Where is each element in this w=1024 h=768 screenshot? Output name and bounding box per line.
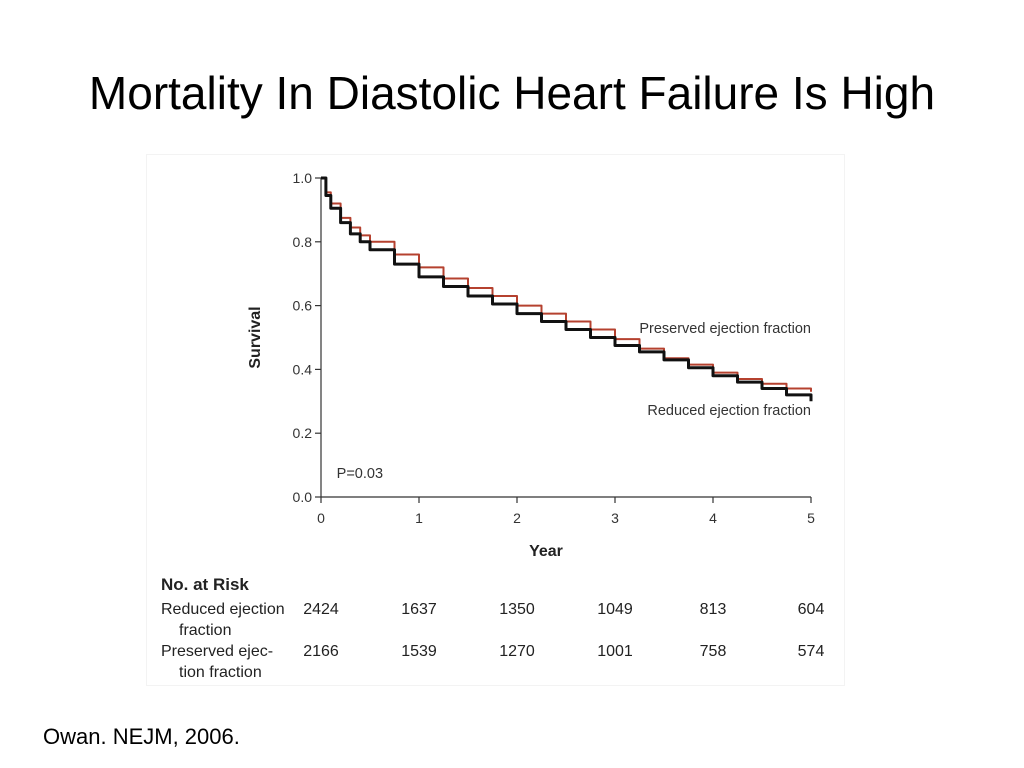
risk-row-label-line2: fraction <box>179 622 232 639</box>
x-tick-label: 4 <box>709 510 717 526</box>
risk-row-reduced: Reduced ejection fraction 2424 1637 1350… <box>161 599 841 639</box>
risk-value: 2424 <box>303 601 339 618</box>
chart-labels: Year Survival Preserved ejection fraction R… <box>247 306 811 560</box>
x-tick-label: 2 <box>513 510 521 526</box>
risk-row-label-line1: Reduced ejection <box>161 601 285 618</box>
y-tick-label: 0.4 <box>293 361 313 377</box>
risk-row-label-line1: Preserved ejec- <box>161 643 274 660</box>
y-tick-label: 0.6 <box>293 298 313 314</box>
x-tick-label: 5 <box>807 510 815 526</box>
y-tick-label: 0.8 <box>293 234 313 250</box>
risk-value: 2166 <box>303 643 339 660</box>
risk-value: 574 <box>797 643 825 660</box>
risk-row-label: Reduced ejection fraction <box>161 599 299 641</box>
chart-series <box>321 176 813 402</box>
x-tick-label: 3 <box>611 510 619 526</box>
risk-row-preserved: Preserved ejec- tion fraction 2166 1539 … <box>161 641 841 681</box>
y-tick-label: 1.0 <box>293 170 313 186</box>
risk-value: 1049 <box>597 601 633 618</box>
x-tick-label: 0 <box>317 510 325 526</box>
x-axis-title: Year <box>529 543 563 560</box>
series-line-preserved <box>321 177 812 392</box>
risk-row-label: Preserved ejec- tion fraction <box>161 641 299 683</box>
y-tick-label: 0.2 <box>293 425 313 441</box>
series-line-reduced <box>321 176 813 402</box>
risk-value: 1637 <box>401 601 437 618</box>
series-label-preserved: Preserved ejection fraction <box>639 321 811 337</box>
p-value-annotation: P=0.03 <box>337 466 383 482</box>
y-tick-label: 0.0 <box>293 489 313 505</box>
series-label-reduced: Reduced ejection fraction <box>647 403 811 419</box>
x-tick-label: 1 <box>415 510 423 526</box>
chart-axes: 0.0 0.2 0.4 0.6 0.8 1.0 0 1 2 3 4 5 <box>293 170 816 526</box>
slide-title: Mortality In Diastolic Heart Failure Is … <box>88 67 936 119</box>
risk-value: 1270 <box>499 643 535 660</box>
survival-chart: 0.0 0.2 0.4 0.6 0.8 1.0 0 1 2 3 4 5 Year Survival Pre… <box>247 170 816 560</box>
risk-value: 604 <box>797 601 825 618</box>
risk-value: 1539 <box>401 643 437 660</box>
risk-value: 813 <box>699 601 727 618</box>
risk-row-label-line2: tion fraction <box>179 664 262 681</box>
risk-table-title: No. at Risk <box>161 575 249 594</box>
risk-value: 758 <box>699 643 727 660</box>
survival-figure: 0.0 0.2 0.4 0.6 0.8 1.0 0 1 2 3 4 5 Year Survival Pre… <box>146 154 845 686</box>
citation: Owan. NEJM, 2006. <box>43 724 240 749</box>
risk-value: 1350 <box>499 601 535 618</box>
risk-value: 1001 <box>597 643 633 660</box>
y-axis-title: Survival <box>247 306 264 368</box>
